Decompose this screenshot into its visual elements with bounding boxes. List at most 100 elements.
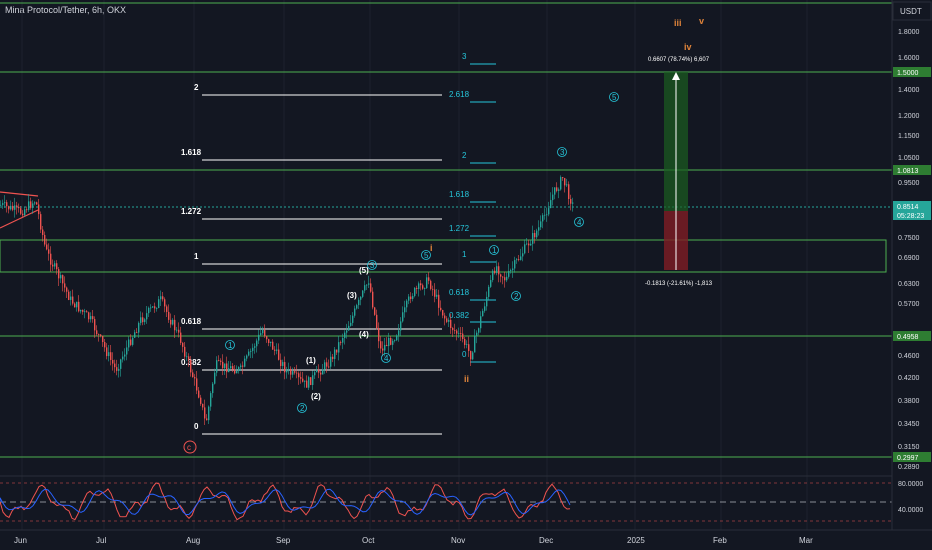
candle-body xyxy=(510,270,512,272)
candle-body xyxy=(434,289,436,297)
candle-body xyxy=(100,334,102,336)
candle-body xyxy=(142,317,144,323)
candle-body xyxy=(566,184,568,186)
candle-body xyxy=(458,333,460,335)
time-label: Feb xyxy=(713,536,727,545)
candle-body xyxy=(300,377,302,379)
stop-label: -0.1813 (-21.61%) -1,813 xyxy=(645,281,713,287)
price-tick: 1.0500 xyxy=(898,155,920,162)
candle-body xyxy=(428,277,430,281)
candle-body xyxy=(82,309,84,312)
candle-body xyxy=(424,288,426,289)
candle-body xyxy=(330,356,332,367)
candle-body xyxy=(42,229,44,235)
candle-body xyxy=(494,270,496,274)
candle-body xyxy=(66,287,68,292)
candle-body xyxy=(372,291,374,308)
candle-body xyxy=(478,328,480,333)
candle-body xyxy=(436,294,438,297)
candle-body xyxy=(294,371,296,373)
candle-body xyxy=(440,307,442,311)
candle-body xyxy=(500,274,502,277)
candlesticks[interactable] xyxy=(0,175,574,425)
fib-extension-teal[interactable] xyxy=(470,63,496,363)
candle-body xyxy=(146,313,148,320)
candle-body xyxy=(530,243,532,246)
candle-body xyxy=(274,349,276,351)
candle-body xyxy=(452,327,454,331)
candle-body xyxy=(416,287,418,289)
candle-body xyxy=(118,368,120,371)
time-label: Nov xyxy=(451,536,465,545)
candle-body xyxy=(120,359,122,369)
candle-body xyxy=(86,311,88,313)
candle-body xyxy=(314,372,316,376)
candle-body xyxy=(64,283,66,288)
wave-teal-b-1: 1 xyxy=(492,246,497,255)
candle-body xyxy=(432,288,434,290)
candle-body xyxy=(224,363,226,369)
candle-body xyxy=(232,366,234,370)
candle-body xyxy=(266,336,268,340)
price-tick: 0.3150 xyxy=(898,444,920,451)
candle-body xyxy=(238,367,240,372)
long-position-tool[interactable] xyxy=(664,72,688,270)
price-tick: 0.9500 xyxy=(898,180,920,187)
candle-body xyxy=(462,333,464,340)
rsi-tick-40: 40.0000 xyxy=(898,507,923,514)
price-tick: 0.3450 xyxy=(898,421,920,428)
candle-body xyxy=(466,344,468,346)
candle-body xyxy=(276,349,278,351)
candle-body xyxy=(486,296,488,307)
candle-body xyxy=(26,209,28,211)
candle-body xyxy=(0,204,2,206)
wave-label-3: (3) xyxy=(347,291,357,300)
fib-teal-0382: 0.382 xyxy=(449,311,470,320)
price-badge-label: 05:28:23 xyxy=(897,213,924,220)
price-scale[interactable]: USDT 1.8000 1.6000 1.4000 1.2000 1.1500 1.050… xyxy=(891,0,932,530)
candle-body xyxy=(340,342,342,343)
support-resistance-lines[interactable] xyxy=(0,71,892,458)
price-badge xyxy=(893,452,931,462)
candle-body xyxy=(52,264,54,267)
candle-body xyxy=(402,312,404,322)
candle-body xyxy=(376,314,378,329)
candle-body xyxy=(346,330,348,333)
candle-body xyxy=(8,206,10,210)
time-label: 2025 xyxy=(627,536,645,545)
candle-body xyxy=(270,341,272,344)
candle-body xyxy=(240,365,242,368)
wave-orange-v: v xyxy=(699,16,704,26)
candle-body xyxy=(354,308,356,316)
candle-body xyxy=(54,263,56,267)
candle-body xyxy=(166,306,168,312)
candle-body xyxy=(112,359,114,364)
chart-title: Mina Protocol/Tether, 6h, OKX xyxy=(5,5,127,15)
rsi-pane[interactable] xyxy=(0,475,892,522)
time-axis[interactable]: Jun Jul Aug Sep Oct Nov Dec 2025 Feb Mar xyxy=(0,529,932,545)
candle-body xyxy=(104,342,106,348)
triangle-pattern[interactable] xyxy=(0,191,39,229)
candle-body xyxy=(206,418,208,421)
price-badge xyxy=(893,210,931,220)
candle-body xyxy=(484,306,486,311)
wave-teal-5: 5 xyxy=(424,251,429,260)
candle-body xyxy=(380,341,382,349)
candle-body xyxy=(130,339,132,345)
candle-body xyxy=(504,277,506,281)
fib-label-0: 0 xyxy=(194,422,199,431)
candle-body xyxy=(214,372,216,384)
fib-teal-0618: 0.618 xyxy=(449,288,470,297)
candle-body xyxy=(40,214,42,230)
candle-body xyxy=(76,301,78,308)
candle-body xyxy=(522,253,524,257)
candle-body xyxy=(446,318,448,322)
candle-body xyxy=(228,368,230,373)
currency-label[interactable]: USDT xyxy=(900,7,922,16)
candle-body xyxy=(174,319,176,331)
fib-extension-white[interactable] xyxy=(202,94,442,435)
candle-body xyxy=(14,205,16,210)
candle-body xyxy=(338,342,340,353)
candle-body xyxy=(562,177,564,179)
